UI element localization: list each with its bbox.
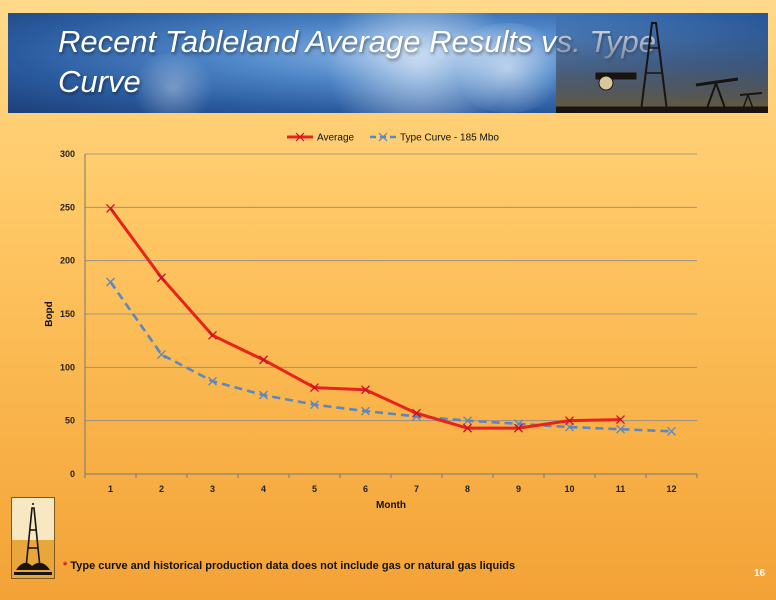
data-point bbox=[157, 350, 166, 359]
data-point bbox=[106, 277, 115, 287]
footnote: * Type curve and historical production d… bbox=[63, 560, 515, 572]
x-tick-label: 11 bbox=[616, 484, 626, 494]
data-point bbox=[361, 406, 370, 416]
x-tick-label: 1 bbox=[108, 484, 113, 494]
legend-marker bbox=[378, 132, 388, 142]
x-tick-label: 2 bbox=[159, 484, 164, 494]
y-tick-label: 150 bbox=[60, 309, 75, 319]
y-tick-label: 100 bbox=[60, 362, 75, 372]
footnote-star: * bbox=[63, 560, 68, 572]
x-tick-label: 4 bbox=[261, 484, 266, 494]
data-point bbox=[616, 424, 625, 434]
x-tick-label: 12 bbox=[666, 484, 676, 494]
data-point bbox=[463, 416, 472, 426]
x-tick-label: 10 bbox=[564, 484, 574, 494]
y-tick-label: 200 bbox=[60, 256, 75, 266]
y-tick-label: 50 bbox=[65, 416, 75, 426]
y-tick-label: 250 bbox=[60, 202, 75, 212]
x-tick-label: 9 bbox=[516, 484, 521, 494]
x-axis-title: Month bbox=[376, 500, 406, 511]
x-tick-label: 7 bbox=[414, 484, 419, 494]
data-point bbox=[208, 330, 217, 340]
data-point bbox=[310, 383, 319, 393]
data-point bbox=[565, 416, 574, 426]
data-point bbox=[514, 423, 523, 433]
data-point bbox=[208, 376, 217, 386]
company-logo bbox=[11, 497, 55, 579]
data-point bbox=[361, 385, 370, 395]
legend-label: Average bbox=[317, 133, 355, 144]
x-tick-label: 6 bbox=[363, 484, 368, 494]
y-axis-title: Bopd bbox=[44, 301, 55, 327]
data-point bbox=[157, 273, 166, 283]
x-tick-label: 5 bbox=[312, 484, 317, 494]
series-line bbox=[109, 207, 621, 430]
page-number: 16 bbox=[754, 568, 766, 579]
y-tick-label: 300 bbox=[60, 149, 75, 159]
data-point bbox=[310, 400, 319, 410]
legend-marker bbox=[295, 132, 305, 142]
footnote-text: Type curve and historical production dat… bbox=[70, 560, 516, 572]
x-tick-label: 8 bbox=[465, 484, 470, 494]
series-line bbox=[109, 281, 672, 433]
data-point bbox=[616, 415, 625, 425]
y-tick-label: 0 bbox=[70, 469, 75, 479]
data-point bbox=[667, 426, 676, 436]
data-point bbox=[259, 355, 268, 365]
data-point bbox=[259, 390, 268, 400]
oil-rig-photo bbox=[556, 13, 768, 113]
x-tick-label: 3 bbox=[210, 484, 215, 494]
legend-label: Type Curve - 185 Mbo bbox=[400, 133, 499, 144]
data-point bbox=[565, 422, 574, 432]
data-point bbox=[106, 203, 115, 213]
data-point bbox=[412, 408, 421, 418]
data-point bbox=[463, 423, 472, 433]
